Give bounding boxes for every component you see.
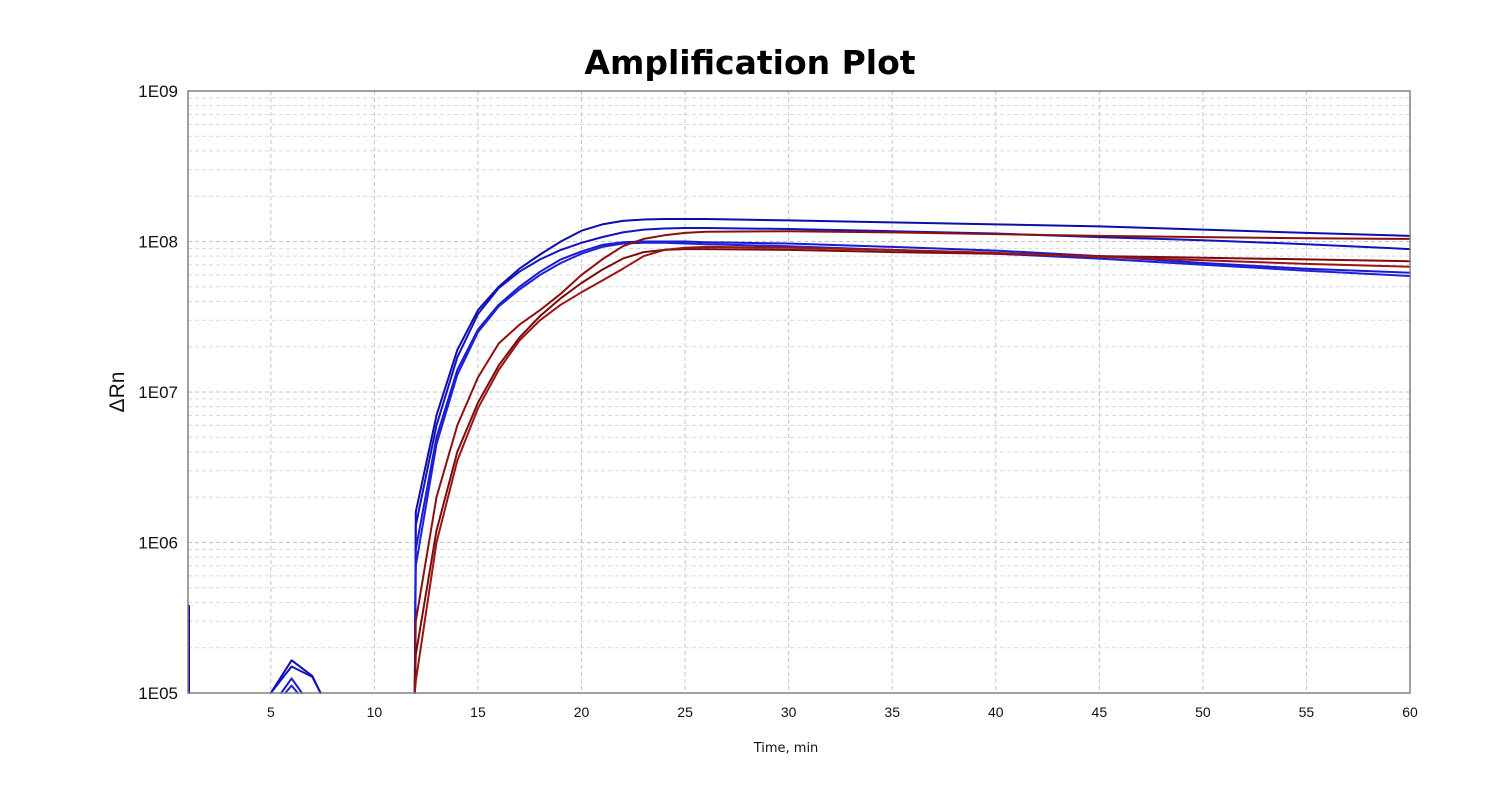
amplification-curve-2 — [413, 227, 1411, 694]
y-tick-label: 1E09 — [138, 82, 178, 101]
grid-lines — [188, 90, 1411, 693]
y-axis-label: ΔRn — [106, 372, 129, 413]
y-tick-label: 1E05 — [138, 684, 178, 703]
amplification-curve-5 — [413, 230, 1411, 694]
x-tick-label: 55 — [1299, 704, 1315, 720]
x-tick-label: 25 — [677, 704, 693, 720]
x-tick-label: 20 — [574, 704, 590, 720]
y-tick-label: 1E07 — [138, 383, 178, 402]
x-tick-label: 60 — [1402, 704, 1418, 720]
x-tick-label: 35 — [884, 704, 900, 720]
x-tick-label: 10 — [367, 704, 383, 720]
x-tick-label: 5 — [267, 704, 275, 720]
amplification-curve-7 — [413, 245, 1411, 694]
x-tick-label: 50 — [1195, 704, 1211, 720]
x-tick-label: 40 — [988, 704, 1004, 720]
y-axis-tick-labels: 1E05 1E06 1E07 1E08 1E09 — [138, 82, 178, 703]
amplification-curve-4 — [413, 241, 1411, 694]
x-tick-label: 15 — [470, 704, 486, 720]
x-tick-label: 45 — [1092, 704, 1108, 720]
amplification-curve-3 — [413, 240, 1411, 694]
x-tick-label: 30 — [781, 704, 797, 720]
x-axis-label: Time, min — [753, 741, 819, 756]
baseline-noise-3 — [280, 677, 303, 694]
chart-title: Amplification Plot — [584, 43, 915, 82]
amplification-curves — [188, 218, 1411, 694]
y-tick-label: 1E06 — [138, 534, 178, 553]
plot-area-border — [187, 90, 1411, 694]
y-tick-label: 1E08 — [138, 233, 178, 252]
amplification-curve-1 — [413, 218, 1411, 694]
baseline-noise-4 — [284, 684, 299, 694]
baseline-noise-2 — [269, 665, 322, 694]
x-axis-tick-labels: 5 10 15 20 25 30 35 40 45 50 55 60 — [267, 704, 1418, 720]
